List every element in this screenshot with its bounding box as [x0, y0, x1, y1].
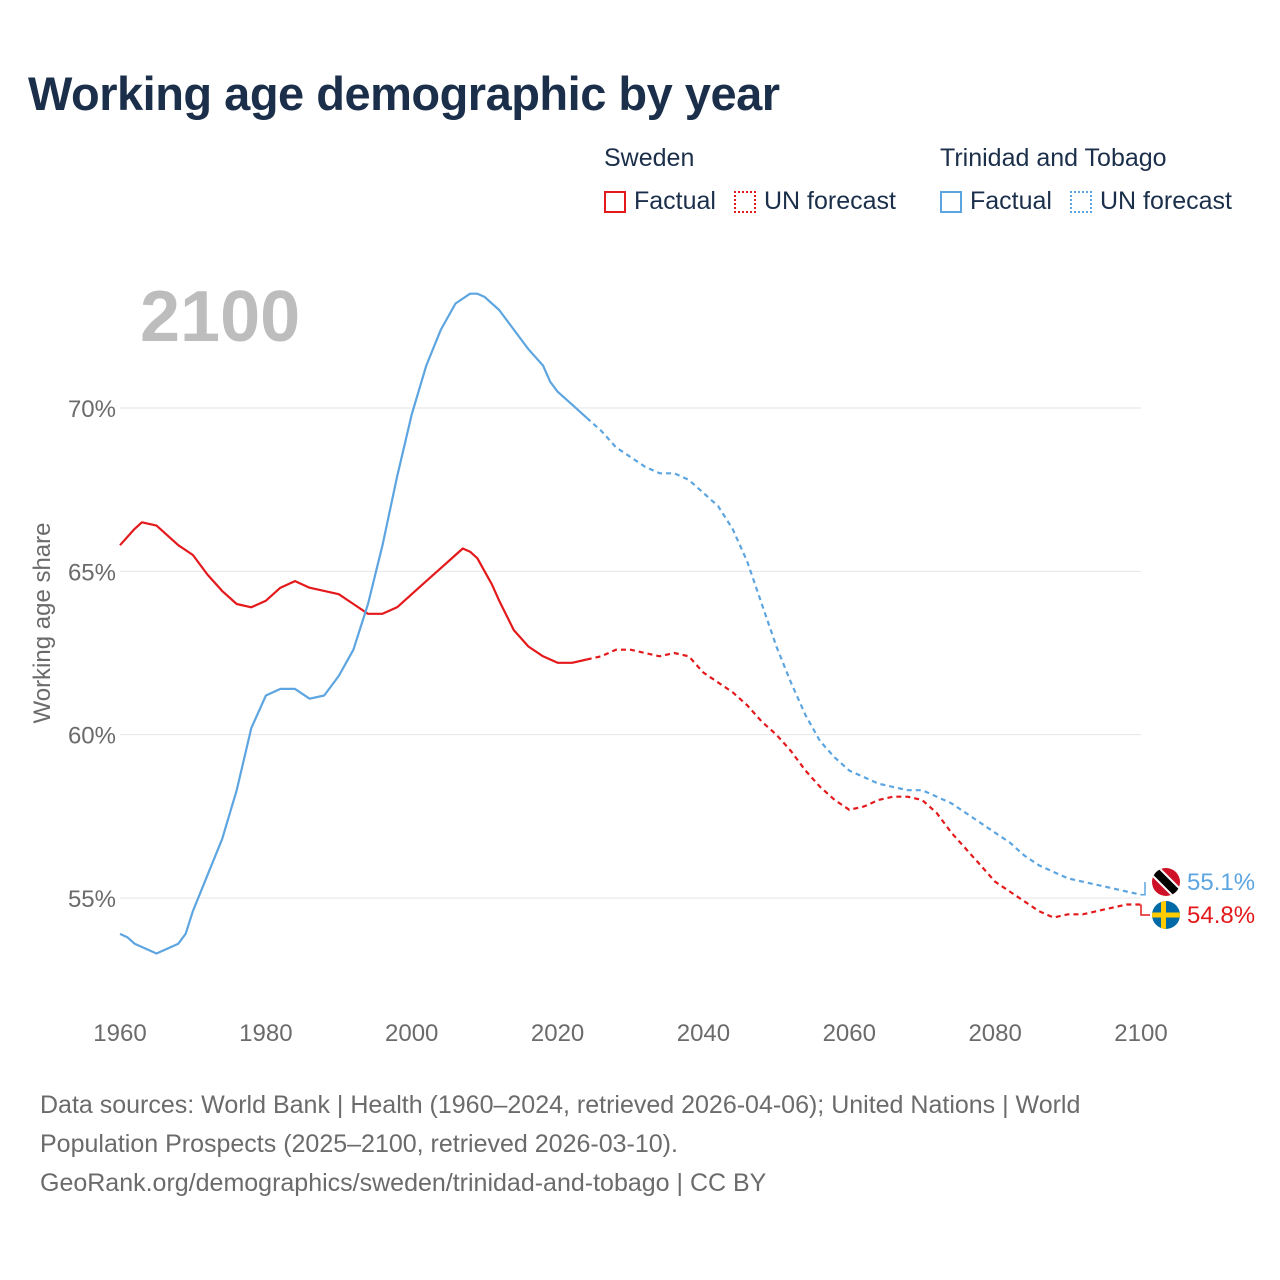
legend-swatch-dotted-icon	[733, 190, 756, 213]
end-label-sweden: 54.8%	[1187, 902, 1255, 929]
legend-swatch-dotted-icon	[1069, 190, 1092, 213]
sweden-flag-icon	[1152, 901, 1180, 929]
x-tick-label: 2080	[968, 1020, 1021, 1047]
legend-sweden-forecast[interactable]: UN forecast	[733, 187, 896, 216]
trinidad-and-tobago-flag-icon	[1152, 868, 1180, 896]
footer: Data sources: World Bank | Health (1960–…	[40, 1086, 1240, 1203]
legend-swatch-solid-icon	[604, 190, 626, 213]
chart-title: Working age demographic by year	[28, 67, 780, 120]
legend-label: Factual	[970, 187, 1052, 215]
footer-line-2: Population Prospects (2025–2100, retriev…	[40, 1130, 678, 1158]
tt-connector	[1141, 882, 1146, 896]
legend-tt-forecast[interactable]: UN forecast	[1069, 187, 1232, 216]
y-tick-label: 70%	[68, 396, 116, 423]
series-line-sweden-forecast	[586, 648, 1141, 919]
legend-tt-factual[interactable]: Factual	[940, 187, 1052, 216]
legend-swatch-solid-icon	[940, 190, 962, 213]
legend-tt: Trinidad and Tobago Factual UN forecast	[940, 144, 1250, 216]
legend-label: UN forecast	[763, 187, 896, 215]
x-tick-label: 2000	[385, 1020, 438, 1047]
legend-sweden-country: Sweden	[604, 144, 695, 172]
legend-label: Factual	[634, 187, 716, 215]
series-line-sweden-factual	[119, 521, 587, 664]
x-tick-label: 2100	[1114, 1020, 1167, 1047]
sweden-connector	[1140, 904, 1150, 916]
x-tick-label: 2060	[823, 1020, 876, 1047]
x-tick-label: 1960	[93, 1020, 146, 1047]
y-tick-label: 55%	[68, 886, 116, 913]
legend-tt-country: Trinidad and Tobago	[940, 144, 1167, 172]
legend-label: UN forecast	[1099, 187, 1232, 215]
x-tick-label: 2020	[531, 1020, 584, 1047]
y-tick-label: 65%	[68, 559, 116, 586]
footer-line-3[interactable]: GeoRank.org/demographics/sweden/trinidad…	[40, 1169, 767, 1197]
line-chart: 55% 60% 65% 70% 1960 1980 2000 2020 2040 2060 2080…	[29, 292, 1255, 1047]
y-tick-label: 60%	[68, 723, 116, 750]
y-axis-label: Working age share	[29, 523, 56, 724]
series-line-trinidad-and-tobago-factual	[119, 292, 588, 955]
legend-sweden: Sweden Factual UN forecast	[604, 144, 914, 216]
x-tick-label: 1980	[239, 1020, 292, 1047]
legend-sweden-factual[interactable]: Factual	[604, 187, 716, 216]
end-label-trinidad-and-tobago: 55.1%	[1187, 869, 1255, 896]
year-overlay: 2100	[140, 277, 301, 357]
series-line-trinidad-and-tobago-forecast	[585, 416, 1142, 896]
x-tick-label: 2040	[677, 1020, 730, 1047]
footer-line-1: Data sources: World Bank | Health (1960–…	[40, 1091, 1081, 1119]
